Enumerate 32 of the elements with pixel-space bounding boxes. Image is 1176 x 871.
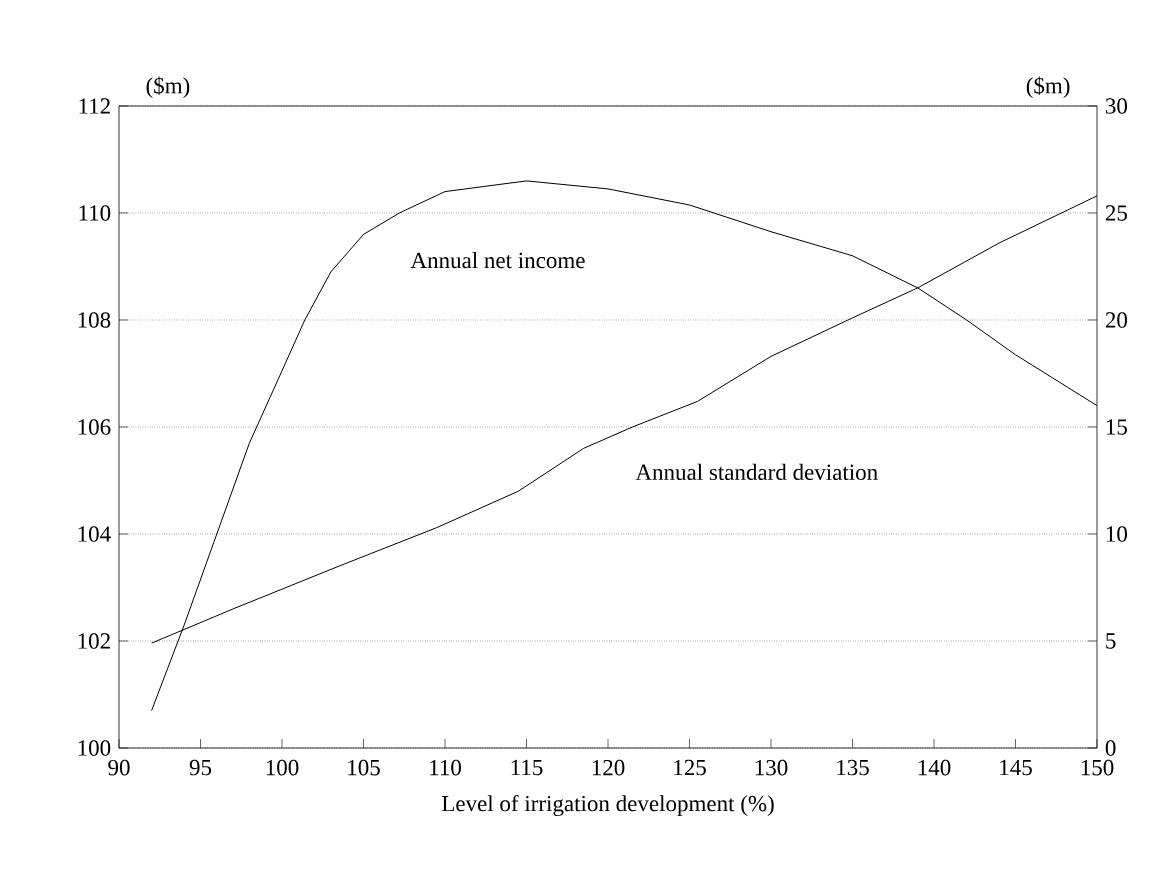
x-tick-label: 125 — [674, 759, 706, 776]
y-tick-label: 100 — [78, 740, 111, 756]
y2-tick-label: 25 — [1105, 205, 1127, 221]
y-tick-label: 106 — [78, 419, 111, 435]
y2-tick-label: 30 — [1105, 98, 1127, 114]
y-tick-label: 112 — [79, 98, 110, 114]
x-tick-label: 130 — [755, 759, 788, 776]
series-label: Annual net income — [410, 251, 585, 269]
y2-tick-label: 15 — [1106, 419, 1127, 435]
x-tick-label: 115 — [511, 759, 543, 776]
x-tick-label: 135 — [837, 759, 869, 776]
y2-tick-label: 0 — [1105, 740, 1116, 756]
x-tick-label: 145 — [1000, 759, 1032, 776]
y2-tick-label: 5 — [1106, 633, 1116, 649]
x-tick-label: 150 — [1081, 759, 1114, 776]
x-axis-title: Level of irrigation development (%) — [441, 794, 774, 817]
y-tick-label: 102 — [78, 633, 110, 649]
y-tick-label: 104 — [78, 526, 111, 542]
x-tick-label: 105 — [348, 759, 380, 776]
y-tick-label: 110 — [79, 205, 111, 221]
x-tick-label: 120 — [592, 759, 625, 776]
y2-tick-label: 20 — [1105, 312, 1127, 328]
y2-axis-title: ($m) — [1026, 76, 1070, 99]
y2-tick-label: 10 — [1106, 526, 1127, 542]
x-tick-label: 90 — [108, 759, 130, 776]
series-label: Annual standard deviation — [635, 463, 878, 481]
x-tick-label: 110 — [430, 759, 461, 776]
y-axis-title: ($m) — [146, 76, 190, 99]
y-tick-label: 108 — [78, 312, 111, 328]
x-tick-label: 100 — [266, 759, 299, 776]
x-tick-label: 95 — [189, 759, 212, 776]
x-tick-label: 140 — [918, 759, 951, 776]
